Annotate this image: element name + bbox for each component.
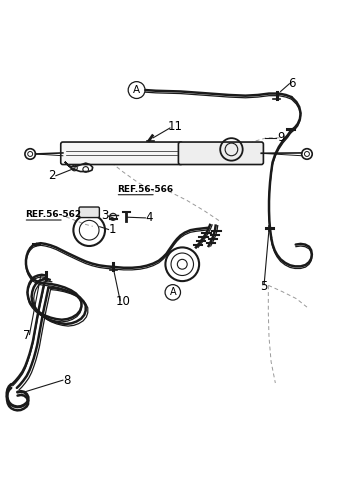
Text: 3: 3 xyxy=(101,209,109,221)
Text: 11: 11 xyxy=(168,120,183,133)
Text: REF.56-566: REF.56-566 xyxy=(117,184,173,193)
Text: 7: 7 xyxy=(23,329,30,342)
Text: 9: 9 xyxy=(277,130,285,144)
Text: REF.56-562: REF.56-562 xyxy=(25,210,81,219)
Text: 6: 6 xyxy=(289,77,296,90)
FancyBboxPatch shape xyxy=(178,142,263,164)
Text: 10: 10 xyxy=(115,295,130,308)
FancyBboxPatch shape xyxy=(79,207,99,217)
Text: 2: 2 xyxy=(48,169,56,182)
Text: 5: 5 xyxy=(261,280,268,293)
Text: 1: 1 xyxy=(108,223,116,236)
Text: 4: 4 xyxy=(145,212,153,224)
Text: 8: 8 xyxy=(63,374,70,387)
Text: A: A xyxy=(133,85,140,95)
FancyBboxPatch shape xyxy=(61,142,183,164)
Text: A: A xyxy=(170,287,176,297)
